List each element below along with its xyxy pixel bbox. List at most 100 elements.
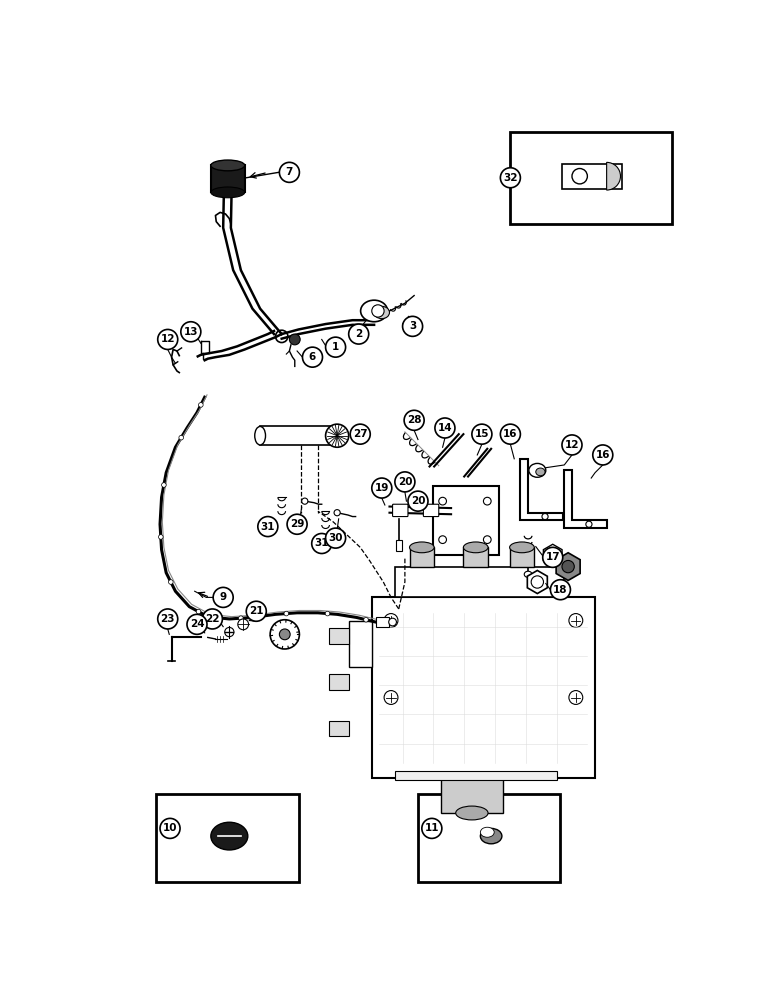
Circle shape (157, 609, 178, 629)
Circle shape (550, 580, 571, 600)
FancyBboxPatch shape (463, 547, 488, 567)
Circle shape (562, 560, 574, 573)
Circle shape (238, 619, 249, 630)
Text: 30: 30 (328, 533, 343, 543)
Circle shape (404, 410, 424, 430)
Polygon shape (556, 553, 580, 580)
Text: 20: 20 (411, 496, 425, 506)
Circle shape (202, 609, 222, 629)
Circle shape (303, 347, 323, 367)
Circle shape (500, 168, 520, 188)
Text: 12: 12 (565, 440, 579, 450)
Ellipse shape (211, 187, 245, 198)
Circle shape (402, 316, 422, 336)
Text: 21: 21 (249, 606, 263, 616)
Circle shape (284, 611, 289, 616)
Circle shape (179, 435, 184, 440)
FancyBboxPatch shape (211, 165, 245, 192)
Circle shape (279, 162, 300, 182)
Circle shape (287, 514, 307, 534)
FancyBboxPatch shape (409, 547, 434, 567)
Text: 13: 13 (184, 327, 198, 337)
FancyBboxPatch shape (330, 674, 349, 690)
Wedge shape (607, 162, 621, 190)
Ellipse shape (326, 424, 349, 447)
FancyBboxPatch shape (349, 620, 372, 667)
Text: 16: 16 (503, 429, 518, 439)
Ellipse shape (510, 542, 534, 553)
Circle shape (161, 483, 166, 487)
Circle shape (312, 533, 332, 554)
Polygon shape (543, 544, 562, 566)
FancyBboxPatch shape (510, 132, 672, 224)
Circle shape (472, 424, 492, 444)
Ellipse shape (480, 827, 494, 837)
Ellipse shape (455, 806, 488, 820)
Circle shape (325, 611, 330, 616)
Circle shape (158, 535, 163, 539)
FancyBboxPatch shape (330, 628, 349, 644)
Circle shape (364, 617, 368, 622)
Circle shape (279, 629, 290, 640)
Text: 9: 9 (219, 592, 227, 602)
FancyBboxPatch shape (423, 504, 438, 517)
Circle shape (562, 435, 582, 455)
Ellipse shape (389, 618, 396, 626)
Circle shape (569, 614, 583, 627)
FancyBboxPatch shape (395, 567, 564, 597)
Text: 7: 7 (286, 167, 293, 177)
Text: 32: 32 (503, 173, 518, 183)
Ellipse shape (361, 300, 388, 322)
Text: 20: 20 (398, 477, 412, 487)
FancyBboxPatch shape (376, 617, 390, 627)
Text: 23: 23 (161, 614, 175, 624)
Circle shape (160, 818, 180, 838)
Text: 11: 11 (425, 823, 439, 833)
Circle shape (196, 609, 201, 614)
FancyBboxPatch shape (395, 771, 557, 780)
Ellipse shape (463, 542, 488, 553)
Circle shape (350, 424, 371, 444)
FancyBboxPatch shape (330, 721, 349, 736)
FancyBboxPatch shape (418, 794, 560, 882)
FancyBboxPatch shape (441, 778, 503, 813)
Text: 16: 16 (595, 450, 610, 460)
Circle shape (198, 403, 203, 407)
Ellipse shape (409, 542, 434, 553)
FancyBboxPatch shape (372, 597, 595, 778)
FancyBboxPatch shape (433, 486, 499, 555)
Circle shape (569, 691, 583, 704)
Circle shape (408, 491, 428, 511)
Ellipse shape (255, 426, 266, 445)
Circle shape (593, 445, 613, 465)
Circle shape (334, 510, 340, 516)
Circle shape (500, 424, 520, 444)
Ellipse shape (480, 828, 502, 844)
Circle shape (181, 322, 201, 342)
Ellipse shape (211, 160, 245, 171)
Text: 1: 1 (332, 342, 339, 352)
Circle shape (372, 305, 384, 317)
Text: 10: 10 (163, 823, 178, 833)
Circle shape (290, 334, 300, 345)
Circle shape (384, 614, 398, 627)
Circle shape (168, 580, 173, 584)
Circle shape (258, 517, 278, 537)
Text: 29: 29 (290, 519, 304, 529)
Ellipse shape (374, 306, 390, 319)
Circle shape (422, 818, 442, 838)
Circle shape (326, 337, 346, 357)
Circle shape (531, 576, 543, 588)
Polygon shape (527, 570, 547, 594)
Text: 27: 27 (353, 429, 367, 439)
Ellipse shape (270, 620, 300, 649)
Circle shape (187, 614, 207, 634)
Text: 28: 28 (407, 415, 422, 425)
Circle shape (384, 691, 398, 704)
Circle shape (239, 616, 243, 620)
Circle shape (213, 587, 233, 607)
FancyBboxPatch shape (393, 504, 408, 517)
Circle shape (395, 472, 415, 492)
Circle shape (349, 324, 369, 344)
Ellipse shape (529, 463, 546, 477)
